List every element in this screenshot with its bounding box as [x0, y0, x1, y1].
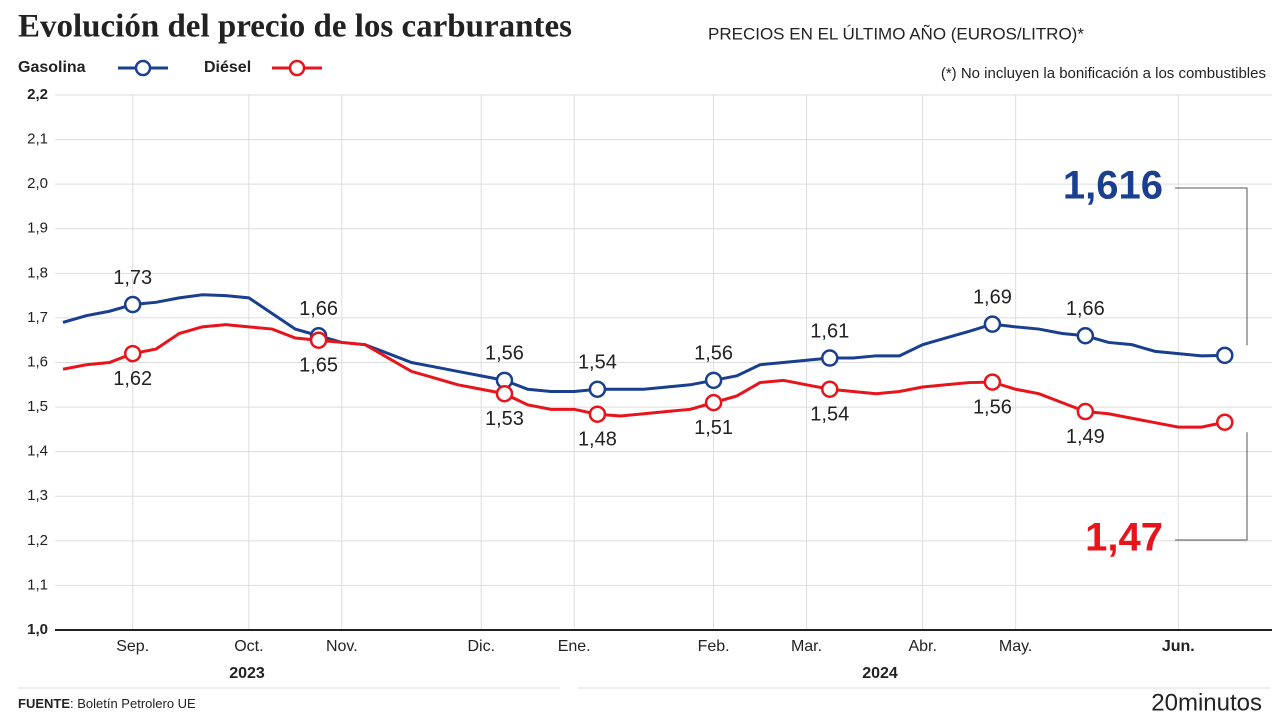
value-label: 1,54	[578, 352, 617, 374]
value-label: 1,56	[694, 343, 733, 365]
legend-label: Gasolina	[18, 59, 86, 76]
chart-subtitle: PRECIOS EN EL ÚLTIMO AÑO (EUROS/LITRO)*	[708, 24, 1084, 43]
leader-line	[1175, 432, 1248, 541]
value-label: 1,48	[578, 428, 617, 450]
value-label: 1,53	[485, 408, 524, 430]
legend-marker	[288, 59, 306, 77]
y-tick-label: 1,0	[27, 621, 48, 638]
x-tick-label: Nov.	[326, 638, 358, 655]
x-tick-label: Ene.	[558, 638, 591, 655]
point-marker	[588, 405, 607, 423]
point-marker	[1216, 346, 1234, 365]
value-label: 1,51	[694, 417, 733, 439]
year-label: 2024	[862, 665, 898, 682]
source-text: : Boletín Petrolero UE	[70, 696, 196, 711]
point-marker	[1216, 413, 1234, 431]
legend-label: Diésel	[204, 59, 251, 76]
value-label: 1,66	[1066, 298, 1105, 320]
y-tick-label: 2,2	[27, 86, 48, 103]
end-value-label: 1,47	[1085, 516, 1163, 560]
point-marker	[983, 315, 1002, 333]
value-label: 1,56	[973, 396, 1012, 418]
value-label: 1,54	[810, 404, 849, 426]
point-marker	[309, 331, 328, 349]
y-tick-label: 1,1	[27, 576, 48, 593]
value-label: 1,62	[113, 368, 152, 390]
year-label: 2023	[229, 665, 265, 682]
point-marker	[495, 384, 514, 403]
y-tick-label: 2,0	[27, 175, 48, 192]
x-tick-label: Sep.	[116, 638, 149, 655]
point-marker	[123, 344, 142, 363]
value-label: 1,56	[485, 343, 524, 365]
value-label: 1,65	[299, 354, 338, 376]
x-tick-label: Oct.	[234, 638, 263, 655]
legend-marker	[134, 59, 152, 77]
point-marker	[821, 380, 839, 398]
value-label: 1,73	[113, 267, 152, 289]
value-label: 1,66	[299, 298, 338, 320]
end-value-label: 1,616	[1063, 164, 1163, 208]
point-marker	[123, 295, 142, 314]
value-label: 1,61	[810, 320, 849, 342]
chart-title: Evolución del precio de los carburantes	[18, 9, 572, 45]
source-label: FUENTE	[18, 696, 70, 711]
leader-line	[1175, 187, 1248, 346]
y-tick-label: 1,7	[27, 309, 48, 326]
source: FUENTE: Boletín Petrolero UE	[18, 696, 196, 711]
y-tick-label: 1,6	[27, 353, 48, 370]
y-tick-label: 1,3	[27, 487, 48, 504]
point-marker	[588, 380, 607, 398]
y-tick-label: 1,8	[27, 264, 48, 281]
y-tick-label: 2,1	[27, 131, 48, 148]
y-tick-label: 1,4	[27, 443, 48, 460]
point-marker	[704, 371, 723, 390]
point-marker	[983, 373, 1002, 391]
x-tick-label: May.	[999, 638, 1032, 655]
value-label: 1,49	[1066, 426, 1105, 448]
y-tick-label: 1,2	[27, 532, 48, 549]
x-tick-label: Jun.	[1162, 638, 1195, 655]
note: (*) No incluyen la bonificación a los co…	[941, 65, 1266, 82]
logo: 20minutos	[1151, 689, 1262, 716]
x-tick-label: Abr.	[908, 638, 936, 655]
series-line	[62, 293, 1225, 393]
point-marker	[1076, 327, 1095, 345]
x-tick-label: Mar.	[791, 638, 822, 655]
point-marker	[821, 349, 839, 367]
x-tick-label: Dic.	[467, 638, 495, 655]
y-tick-label: 1,5	[27, 398, 48, 415]
x-tick-label: Feb.	[698, 638, 730, 655]
point-marker	[1076, 402, 1095, 421]
y-tick-label: 1,9	[27, 220, 48, 237]
value-label: 1,69	[973, 286, 1012, 308]
series-line	[62, 323, 1226, 429]
point-marker	[704, 393, 723, 412]
